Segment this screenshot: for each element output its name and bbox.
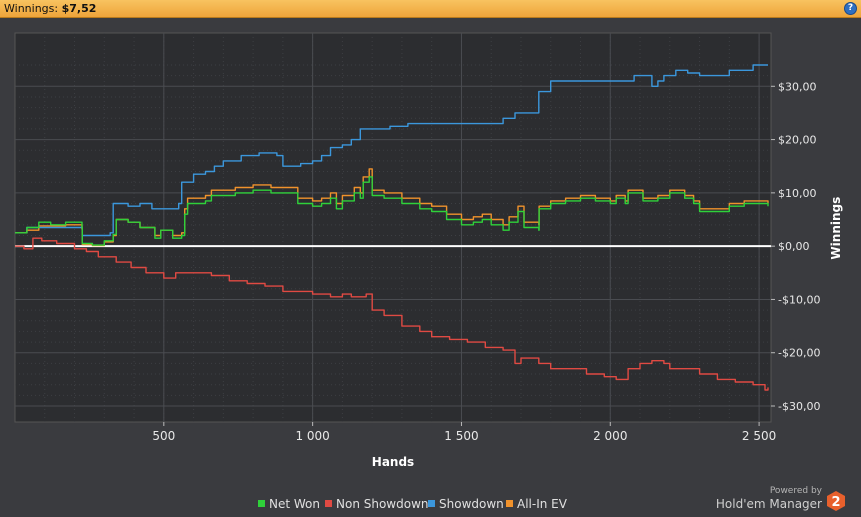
y-tick-label: -$10,00 xyxy=(778,293,820,306)
legend-item-net-won[interactable]: Net Won xyxy=(258,497,320,511)
x-tick-label: 500 xyxy=(152,429,175,443)
powered-by-text: Powered by xyxy=(769,486,822,496)
x-tick-label: 2 000 xyxy=(593,429,627,443)
y-tick-label: -$20,00 xyxy=(778,347,820,360)
y-axis-title: Winnings xyxy=(829,197,843,260)
x-tick-label: 1 000 xyxy=(295,429,329,443)
header-bar: Winnings: $7,52 ? xyxy=(0,0,861,18)
legend-item-showdown[interactable]: Showdown xyxy=(428,497,504,511)
winnings-label: Winnings: xyxy=(4,2,59,15)
series-line-net-won xyxy=(15,176,769,246)
legend-label-all-in-ev: All-In EV xyxy=(517,497,567,511)
legend-label-net-won: Net Won xyxy=(269,497,320,511)
series-line-non-showdown xyxy=(15,237,769,391)
x-tick-label: 2 500 xyxy=(742,429,776,443)
y-tick-label: $30,00 xyxy=(778,80,817,93)
x-tick-label: 1 500 xyxy=(444,429,478,443)
y-tick-label: $10,00 xyxy=(778,187,817,200)
legend-swatch-showdown xyxy=(428,500,435,507)
legend-swatch-net-won xyxy=(258,500,265,507)
legend-item-non-showdown[interactable]: Non Showdown xyxy=(325,497,429,511)
legend-label-non-showdown: Non Showdown xyxy=(336,497,429,511)
legend-swatch-non-showdown xyxy=(325,500,332,507)
y-tick-label: -$30,00 xyxy=(778,400,820,413)
y-tick-label: $0,00 xyxy=(778,240,810,253)
y-tick-label: $20,00 xyxy=(778,134,817,147)
winnings-title: Winnings: $7,52 xyxy=(4,2,96,15)
chart-legend: Net Won Non Showdown Showdown All-In EV xyxy=(0,494,861,514)
plot-area xyxy=(14,32,772,423)
winnings-value: $7,52 xyxy=(61,2,97,15)
hem-logo-icon: 2 xyxy=(827,491,845,511)
hem-logo-text: 2 xyxy=(831,495,840,510)
legend-item-all-in-ev[interactable]: All-In EV xyxy=(506,497,567,511)
question-mark-icon[interactable]: ? xyxy=(844,2,857,15)
series-line-showdown xyxy=(15,64,768,237)
legend-label-showdown: Showdown xyxy=(439,497,504,511)
winnings-chart: 500 1 000 1 500 2 000 2 500 $30,00 $20,00 $10,0… xyxy=(14,32,843,469)
x-axis-title: Hands xyxy=(372,455,414,469)
brand-name: Hold'em Manager xyxy=(715,497,822,511)
legend-swatch-all-in-ev xyxy=(506,500,513,507)
